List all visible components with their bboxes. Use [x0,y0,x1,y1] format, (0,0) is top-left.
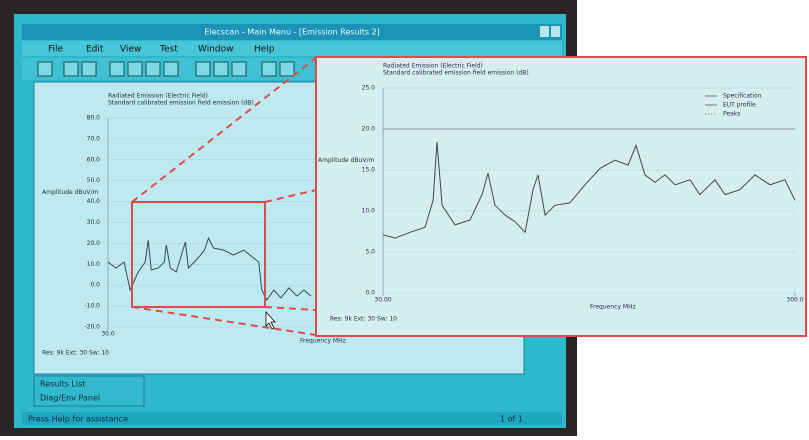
chart-title: Radiated Emission (Electric Field) [108,93,208,100]
panel-label[interactable]: Diag/Env Panel [40,394,100,403]
footer-text: Res: 9k Ext: 30 Sw: 10 [42,350,109,357]
tool-button[interactable] [110,62,124,76]
y-tick-label: 0.0 [90,282,100,289]
y-tick-label: 0.0 [365,290,375,297]
legend-label: EUT profile [723,102,756,109]
menu-item[interactable]: File [48,45,64,55]
panel-label[interactable]: Results List [40,380,85,389]
y-tick-label: 10.0 [362,208,376,215]
tool-button[interactable] [128,62,142,76]
y-tick-label: 80.0 [87,115,101,122]
chart-subtitle: Standard calibrated emission field emiss… [383,70,529,77]
tool-button[interactable] [196,62,210,76]
menu-item[interactable]: Help [254,45,275,55]
tool-button[interactable] [64,62,78,76]
legend-label: Specification [723,93,762,100]
y-tick-label: 5.0 [365,249,375,256]
y-tick-label: 20.0 [87,240,101,247]
y-tick-label: 40.0 [87,198,101,205]
tool-button[interactable] [280,62,294,76]
y-tick-label: 25.0 [362,85,376,92]
status-text: Press Help for assistance [28,415,128,424]
maximize-button[interactable] [551,26,560,37]
x-tick-label: 30.00 [374,297,391,304]
y-tick-label: -20.0 [84,324,100,331]
chart-subtitle: Standard calibrated emission field emiss… [108,100,254,107]
tool-button[interactable] [214,62,228,76]
menu-item[interactable]: View [120,45,141,55]
chart-title: Radiated Emission (Electric Field) [383,63,483,70]
y-tick-label: 15.0 [362,167,376,174]
y-tick-label: 30.0 [87,219,101,226]
y-tick-label: 20.0 [362,126,376,133]
minimize-button[interactable] [540,26,549,37]
y-tick-label: 70.0 [87,135,101,142]
menu-item[interactable]: Window [198,45,234,55]
y-tick-label: 50.0 [87,177,101,184]
x-tick-label: 30.0 [101,331,115,338]
x-axis-label: Frequency MHz [300,338,346,345]
tool-button[interactable] [38,62,52,76]
x-tick-label: 300.0 [786,297,803,304]
menu-item[interactable]: Test [159,45,178,55]
legend-label: Peaks [723,111,740,118]
y-tick-label: -10.0 [84,303,100,310]
tool-button[interactable] [262,62,276,76]
window-title: Elecscan - Main Menu - [Emission Results… [204,28,380,37]
tool-button[interactable] [164,62,178,76]
screen-photo: Elecscan - Main Menu - [Emission Results… [0,0,809,436]
tool-button[interactable] [82,62,96,76]
x-axis-label: Frequency MHz [590,304,636,311]
footer-text: Res: 9k Ext: 30 Sw: 10 [330,316,397,323]
y-tick-label: 10.0 [87,261,101,268]
tool-button[interactable] [232,62,246,76]
page-indicator: 1 of 1 [500,415,523,424]
tool-button[interactable] [146,62,160,76]
y-axis-label: Amplitude dBuV/m [42,189,99,196]
y-tick-label: 60.0 [87,156,101,163]
menu-item[interactable]: Edit [86,45,104,55]
y-axis-label: Amplitude dBuV/m [318,157,375,164]
